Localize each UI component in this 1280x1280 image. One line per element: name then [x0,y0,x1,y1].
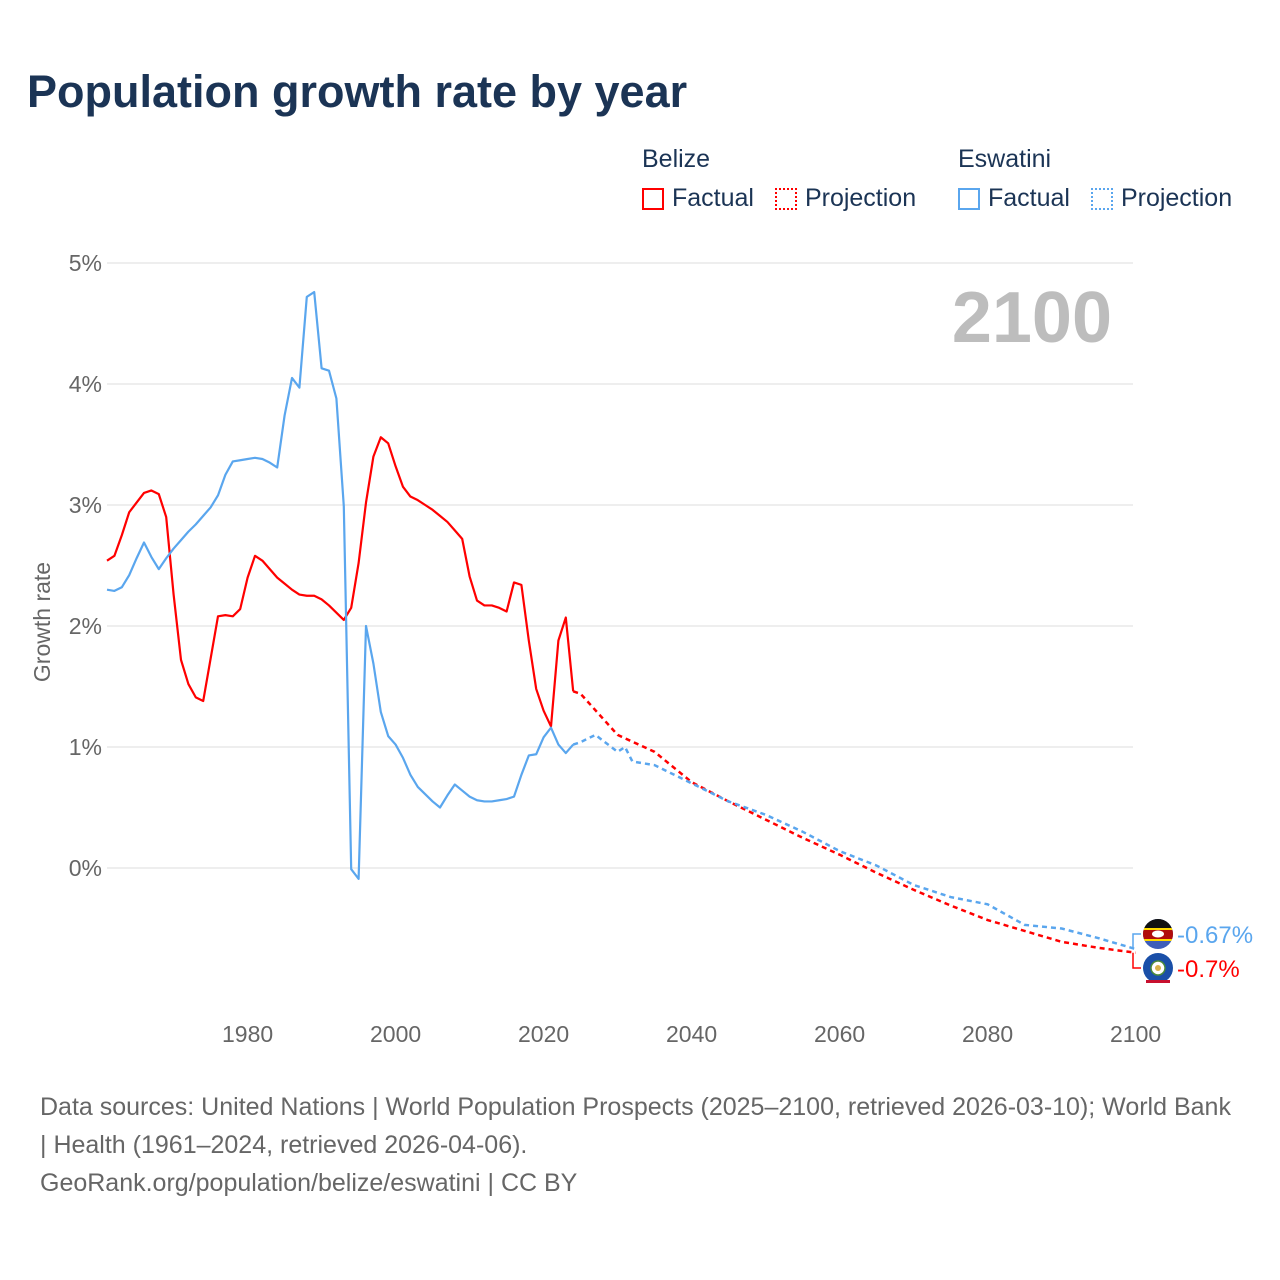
eswatini-label-connector [1132,933,1141,950]
eswatini-factual-line [106,290,575,880]
legend-eswatini-factual[interactable]: Factual [958,184,1070,213]
legend-belize-factual[interactable]: Factual [642,184,754,213]
x-tick-label: 2000 [370,1021,421,1047]
belize-label-connector [1132,952,1141,969]
y-tick-label: 4% [69,371,102,397]
solid-swatch-icon [642,187,664,210]
data-sources: Data sources: United Nations | World Pop… [40,1093,1231,1159]
legend-belize-projection[interactable]: Projection [774,184,917,213]
chart-title: Population growth rate by year [27,66,688,117]
legend-label: Factual [672,184,754,212]
legend-country-name: Eswatini [958,145,1052,173]
x-tick-label: 2060 [814,1021,865,1047]
x-tick-label: 2100 [1110,1021,1161,1047]
year-display: 2100 [952,278,1112,358]
footer: Data sources: United Nations | World Pop… [40,1088,1240,1202]
line-chart: 0% 1% 2% 3% 4% 5% 1980 2000 2020 2040 2060 2080 2100… [29,250,1253,1047]
y-axis-label: Growth rate [29,562,55,682]
y-tick-label: 2% [69,613,102,639]
belize-flag-icon [1143,953,1173,983]
eswatini-projection-line [572,733,1136,951]
x-tick-label: 1980 [222,1021,273,1047]
x-tick-label: 2040 [666,1021,717,1047]
eswatini-end-label: -0.67% [1177,922,1253,949]
solid-swatch-icon [958,187,980,210]
credit-link[interactable]: GeoRank.org/population/belize/eswatini |… [40,1169,578,1197]
belize-projection-line [572,690,1136,954]
x-tick-label: 2020 [518,1021,569,1047]
legend-eswatini: Eswatini Factual Projection [958,145,1246,217]
x-tick-label: 2080 [962,1021,1013,1047]
legend-label: Projection [1120,184,1233,212]
belize-factual-line [106,436,575,728]
y-tick-label: 1% [69,734,102,760]
y-tick-label: 0% [69,855,102,881]
legend-eswatini-projection[interactable]: Projection [1090,184,1233,213]
legend-belize: Belize Factual Projection [642,145,930,217]
legend-country-name: Belize [642,145,711,173]
legend-label: Projection [804,184,917,212]
legend-label: Factual [988,184,1070,212]
dotted-swatch-icon [1090,187,1113,210]
y-tick-label: 3% [69,492,102,518]
dotted-swatch-icon [774,187,797,210]
y-tick-label: 5% [69,250,102,276]
belize-end-label: -0.7% [1177,956,1240,983]
eswatini-flag-icon [1143,919,1173,949]
